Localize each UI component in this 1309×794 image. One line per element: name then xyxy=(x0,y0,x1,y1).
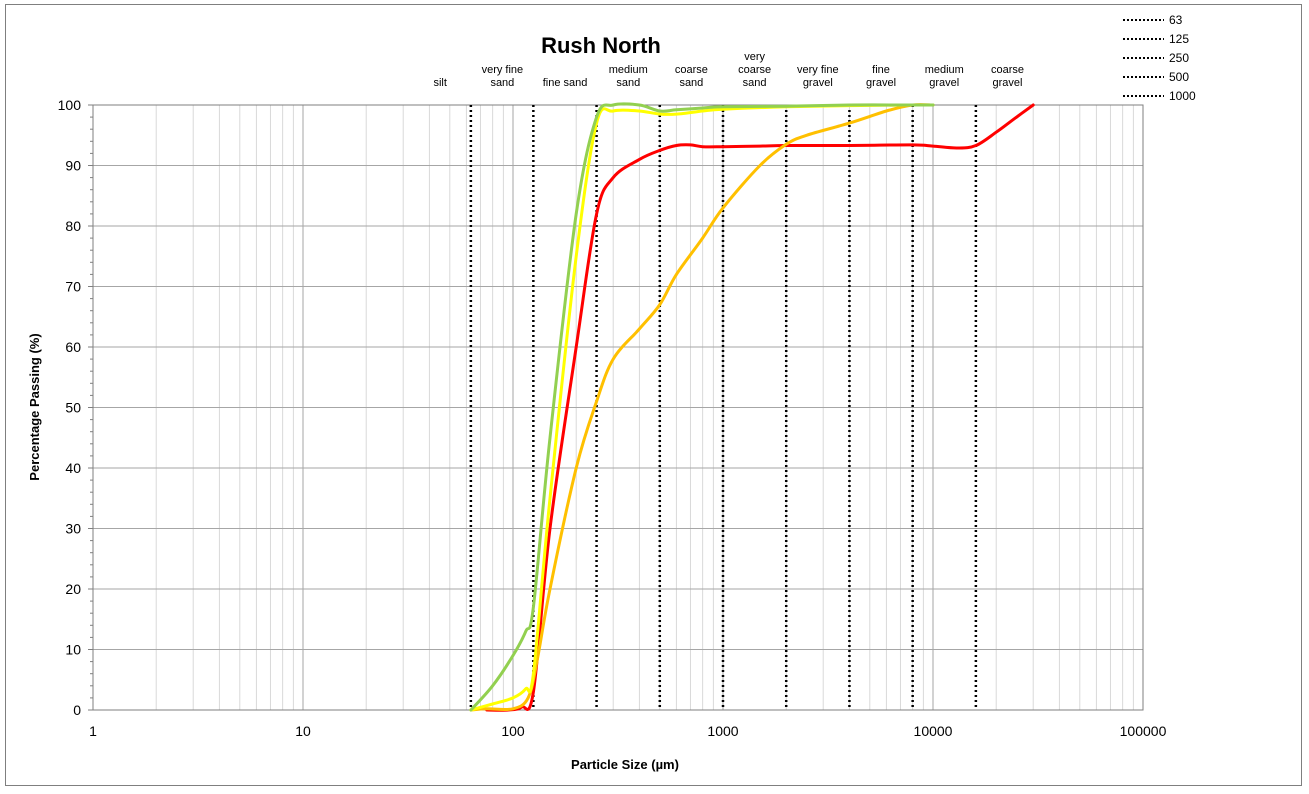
y-tick-label: 30 xyxy=(65,521,81,537)
size-class-label: very fine xyxy=(482,64,524,76)
y-axis-label: Percentage Passing (%) xyxy=(27,333,42,480)
size-class-label: sand xyxy=(679,77,703,89)
y-tick-label: 80 xyxy=(65,218,81,234)
size-class-label: sand xyxy=(743,77,767,89)
size-class-label: coarse xyxy=(738,64,771,76)
legend-label: 250 xyxy=(1169,51,1189,65)
y-tick-label: 60 xyxy=(65,339,81,355)
x-tick-label: 10000 xyxy=(914,723,953,739)
x-tick-labels: 1 10 100 1000 10000 100000 xyxy=(89,723,1166,739)
y-tick-label: 70 xyxy=(65,279,81,295)
y-tick-labels: 0 10 20 30 40 50 60 70 80 90 100 xyxy=(58,97,82,718)
size-class-label: gravel xyxy=(866,77,896,89)
series-line xyxy=(485,103,1035,712)
size-class-label: gravel xyxy=(992,77,1022,89)
legend-label: 63 xyxy=(1169,13,1183,27)
chart-title: Rush North xyxy=(541,33,661,58)
series-line xyxy=(469,102,935,712)
size-class-label: gravel xyxy=(929,77,959,89)
size-class-label: fine xyxy=(872,64,890,76)
x-tick-label: 100000 xyxy=(1120,723,1167,739)
x-axis-label: Particle Size (µm) xyxy=(571,757,679,772)
major-gridlines xyxy=(88,104,1144,711)
size-class-label: medium xyxy=(925,64,964,76)
size-class-label: very fine xyxy=(797,64,839,76)
legend-label: 500 xyxy=(1169,70,1189,84)
x-tick-label: 10 xyxy=(295,723,311,739)
legend-label: 125 xyxy=(1169,32,1189,46)
y-tick-label: 90 xyxy=(65,158,81,174)
x-tick-label: 100 xyxy=(501,723,525,739)
x-tick-label: 1 xyxy=(89,723,97,739)
chart-frame: 0 10 20 30 40 50 60 70 80 90 100 1 10 100 1000 10000 10… xyxy=(5,4,1302,786)
size-class-label: silt xyxy=(433,77,446,89)
size-class-label: very xyxy=(744,51,765,63)
size-class-label: sand xyxy=(490,77,514,89)
x-tick-label: 1000 xyxy=(707,723,738,739)
y-tick-label: 50 xyxy=(65,400,81,416)
series-lines xyxy=(469,102,1035,712)
y-tick-label: 100 xyxy=(58,97,82,113)
size-class-label: gravel xyxy=(803,77,833,89)
legend-label: 1000 xyxy=(1169,89,1196,103)
size-class-label: coarse xyxy=(991,64,1024,76)
y-tick-label: 20 xyxy=(65,581,81,597)
y-tick-label: 40 xyxy=(65,460,81,476)
size-class-label: coarse xyxy=(675,64,708,76)
y-tick-label: 0 xyxy=(73,702,81,718)
legend: 63 125 250 500 1000 xyxy=(1123,13,1196,103)
size-class-label: sand xyxy=(616,77,640,89)
y-tick-label: 10 xyxy=(65,642,81,658)
size-class-label: fine sand xyxy=(543,77,588,89)
size-class-label: medium xyxy=(609,64,648,76)
